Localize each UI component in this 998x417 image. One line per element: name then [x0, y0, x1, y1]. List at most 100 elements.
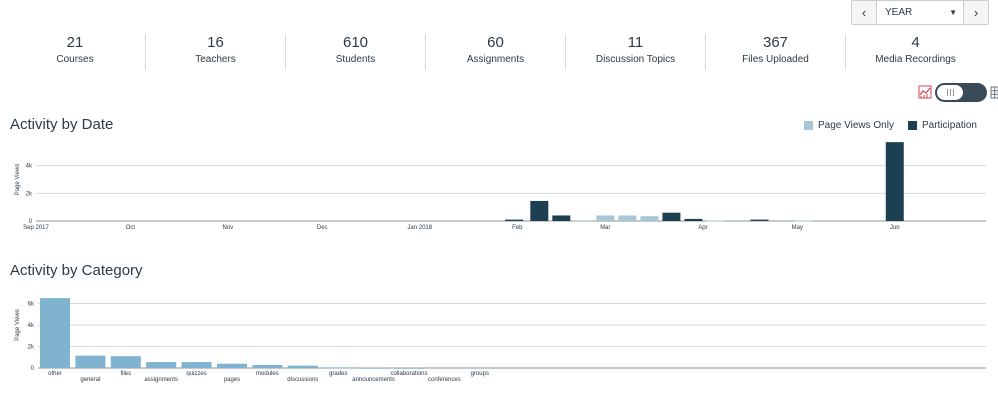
- stat-courses: 21 Courses: [5, 34, 145, 70]
- page-views-bar: [596, 215, 615, 221]
- view-toggle[interactable]: [918, 82, 998, 102]
- stat-value: 610: [342, 34, 369, 51]
- caret-down-icon: ▼: [949, 8, 957, 17]
- activity-by-date-title: Activity by Date: [10, 116, 114, 133]
- page-views-bar: [794, 220, 813, 222]
- category-bar: [181, 362, 212, 368]
- stat-label: Courses: [56, 54, 94, 65]
- stat-label: Teachers: [195, 54, 236, 65]
- year-dropdown[interactable]: YEAR ▼: [877, 1, 963, 24]
- category-bar: [287, 365, 318, 368]
- x-tick-label: Feb: [512, 225, 523, 231]
- y-tick-label: 6k: [28, 302, 35, 308]
- y-tick-label: 2k: [28, 345, 35, 351]
- y-tick-label: 4k: [28, 323, 35, 329]
- stat-value: 367: [762, 34, 789, 51]
- stat-files-uploaded: 367 Files Uploaded: [705, 34, 845, 70]
- x-tick-label: other: [48, 371, 62, 377]
- stat-value: 21: [66, 34, 84, 51]
- x-tick-label: collaborations: [390, 371, 427, 377]
- participation-bar: [505, 219, 524, 221]
- x-tick-label: Nov: [223, 225, 234, 231]
- legend-swatch-participation: [907, 121, 917, 130]
- category-bar: [40, 298, 70, 368]
- page-views-bar: [706, 220, 725, 222]
- x-tick-label: announcements: [352, 377, 395, 383]
- legend-item-page-views: Page Views Only: [804, 120, 894, 131]
- stat-label: Media Recordings: [875, 54, 956, 65]
- category-bar: [394, 367, 424, 369]
- x-tick-label: conferences: [428, 377, 461, 383]
- x-tick-label: grades: [329, 371, 347, 377]
- table-icon[interactable]: [990, 86, 998, 99]
- category-bar: [217, 363, 247, 368]
- x-tick-label: Jan 2018: [407, 225, 432, 231]
- category-bar: [252, 364, 283, 368]
- year-dropdown-value: YEAR: [885, 7, 913, 18]
- activity-by-category-chart: 0 2k 4k 6k Page Views other general files assign…: [15, 298, 986, 383]
- chevron-right-icon[interactable]: ›: [963, 1, 988, 24]
- x-tick-label: pages: [224, 377, 240, 383]
- chevron-left-icon[interactable]: ‹: [852, 1, 877, 24]
- participation-bar: [662, 212, 681, 221]
- x-tick-label: May: [792, 225, 803, 231]
- view-toggle-switch[interactable]: [935, 82, 987, 102]
- chart-legend: Page Views Only Participation: [804, 120, 985, 131]
- stat-students: 610 Students: [285, 34, 425, 70]
- y-tick-label: 0: [29, 219, 33, 225]
- participation-bar: [530, 200, 549, 221]
- x-tick-label: groups: [471, 371, 489, 377]
- activity-by-date-chart: 0 2k 4k Page Views Sep 2017 Oct Nov Dec Jan 2018…: [15, 142, 986, 231]
- x-tick-label: assignments: [144, 377, 178, 383]
- legend-swatch-page-views: [804, 121, 813, 130]
- category-bar: [110, 356, 141, 368]
- toggle-knob: [937, 84, 963, 100]
- x-tick-label: Apr: [698, 225, 707, 231]
- legend-item-participation: Participation: [907, 120, 977, 131]
- year-selector: ‹ YEAR ▼ ›: [851, 0, 989, 25]
- page-views-bar: [618, 215, 637, 221]
- stat-value: 16: [207, 34, 224, 51]
- x-tick-label: quizzes: [186, 371, 206, 377]
- stat-value: 11: [627, 34, 644, 51]
- stat-teachers: 16 Teachers: [145, 34, 285, 70]
- stat-media-recordings: 4 Media Recordings: [845, 34, 985, 70]
- category-bar: [146, 362, 177, 368]
- legend-label: Page Views Only: [818, 120, 894, 131]
- page-views-bar: [574, 220, 593, 222]
- participation-bar: [885, 142, 904, 221]
- stat-label: Discussion Topics: [595, 54, 676, 65]
- x-tick-label: files: [120, 371, 131, 377]
- stat-value: 60: [487, 34, 504, 51]
- y-axis-label: Page Views: [15, 309, 21, 341]
- x-tick-label: Jun: [890, 225, 900, 231]
- x-tick-label: Dec: [317, 225, 328, 231]
- stat-label: Assignments: [466, 54, 525, 65]
- y-tick-label: 4k: [26, 164, 33, 170]
- stat-assignments: 60 Assignments: [425, 34, 565, 70]
- category-bar: [323, 367, 354, 369]
- stat-label: Students: [335, 54, 376, 65]
- participation-bar: [552, 215, 571, 221]
- stats-row: 21 Courses 16 Teachers 610 Students 60 A…: [5, 34, 985, 70]
- participation-bar: [684, 218, 703, 221]
- stat-value: 4: [911, 34, 920, 51]
- activity-by-category-title: Activity by Category: [10, 262, 143, 279]
- x-tick-label: discussions: [287, 377, 318, 383]
- graph-icon[interactable]: [918, 85, 932, 99]
- category-bar: [358, 367, 389, 369]
- x-tick-label: modules: [256, 371, 279, 377]
- y-tick-label: 0: [31, 366, 35, 372]
- stat-discussion-topics: 11 Discussion Topics: [565, 34, 705, 70]
- x-tick-label: Oct: [126, 225, 136, 231]
- legend-label: Participation: [921, 120, 977, 131]
- page-views-bar: [640, 216, 659, 221]
- y-axis-label: Page Views: [15, 164, 21, 196]
- x-tick-label: Sep 2017: [23, 225, 49, 231]
- x-tick-label: general: [80, 377, 100, 383]
- y-tick-label: 2k: [26, 191, 33, 197]
- category-bar: [75, 355, 106, 368]
- participation-bar: [750, 219, 769, 221]
- stat-label: Files Uploaded: [742, 54, 809, 65]
- x-tick-label: Mar: [600, 225, 610, 231]
